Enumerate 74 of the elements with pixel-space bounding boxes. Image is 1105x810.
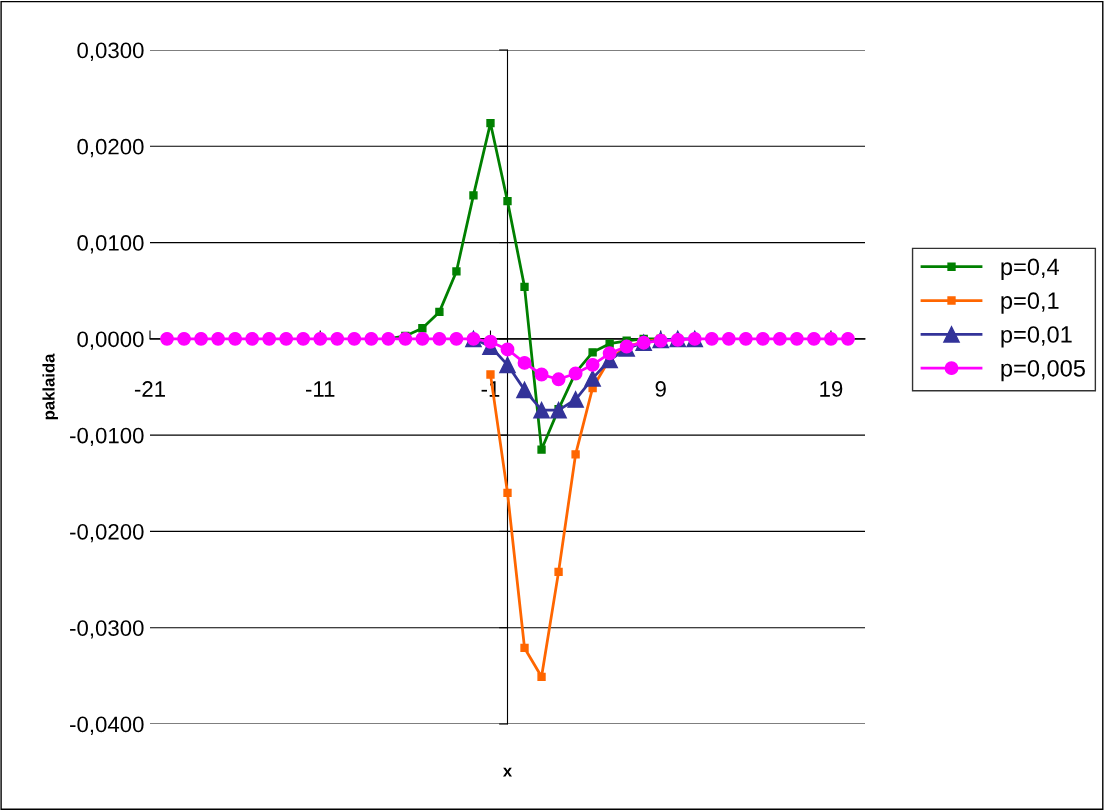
point [228,331,243,346]
point [313,331,328,346]
point [584,370,601,387]
point [588,348,597,357]
point [245,331,260,346]
point [738,331,753,346]
point [571,450,580,459]
point [772,331,787,346]
legend-label: p=0,01 [1001,326,1072,348]
legend-label: p=0,005 [1001,359,1085,382]
point [554,567,563,577]
point [533,401,550,419]
point [534,367,549,382]
x-axis-title: x [502,767,513,777]
x-tick-label: 9 [655,381,666,397]
y-tick-label: 0,0200 [77,138,144,158]
y-tick-label: 0,0000 [77,331,144,350]
point [789,331,804,346]
point [806,331,821,346]
point [211,331,226,346]
y-tick-label: -0,0300 [70,620,144,639]
point [432,331,447,346]
point [160,331,174,346]
point [469,191,478,200]
point [567,391,584,408]
point [824,331,838,346]
x-tick-label: -21 [134,381,165,397]
point [364,331,379,346]
legend-label: p=0,4 [1001,258,1059,280]
point [520,282,529,292]
point [499,356,516,374]
point [517,355,532,370]
point [503,197,512,206]
point [279,331,294,346]
point [418,324,427,333]
y-tick-label: -0,0100 [70,427,144,447]
point [177,331,191,346]
point [452,267,461,276]
point [537,672,546,681]
point [500,342,515,357]
point [194,331,209,346]
point [503,488,512,498]
point [330,331,345,346]
legend-label: p=0,1 [1001,292,1059,314]
point [435,307,444,317]
point [398,331,413,346]
y-axis-title: paklaida [42,353,58,420]
y-tick-label: 0,0100 [77,235,144,254]
point [568,366,583,381]
point [262,331,277,346]
y-tick-label: 0,0300 [77,42,144,61]
x-tick-label: 19 [820,381,843,397]
point [841,331,855,346]
point [449,331,464,346]
point [486,370,495,379]
point [585,357,600,372]
point [347,331,362,346]
point [755,331,770,346]
y-tick-label: -0,0400 [70,716,144,735]
point [704,331,719,346]
point [415,331,430,346]
x-tick-label: -11 [305,381,335,397]
point [520,643,529,653]
point [537,445,546,454]
point [721,331,736,346]
point [550,401,567,419]
point [486,119,495,128]
point [516,381,533,399]
y-tick-label: -0,0200 [70,523,144,543]
point [296,331,311,346]
point [551,372,566,387]
point [602,346,617,361]
point [605,339,614,348]
point [483,334,498,349]
